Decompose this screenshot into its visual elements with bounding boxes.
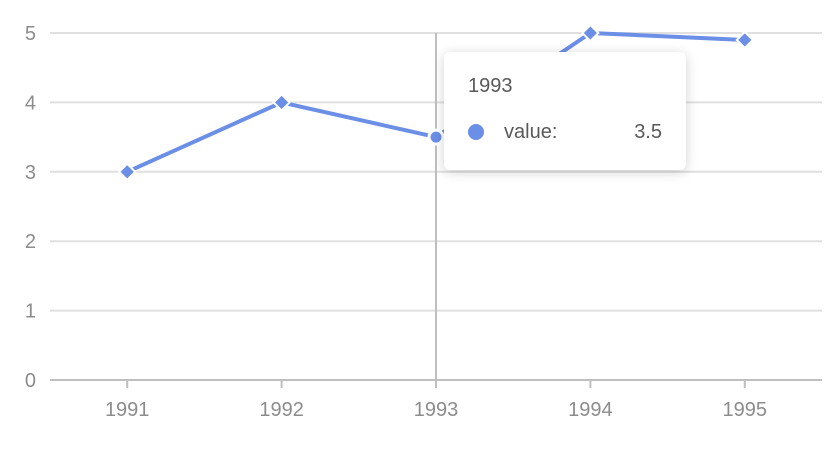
tooltip-marker-icon bbox=[468, 124, 484, 140]
x-tick-label: 1994 bbox=[568, 399, 613, 421]
y-axis: 0 1 2 3 4 5 bbox=[25, 23, 36, 392]
y-tick-label: 5 bbox=[25, 23, 36, 45]
data-point-active[interactable] bbox=[427, 128, 445, 146]
tooltip-title: 1993 bbox=[468, 75, 513, 97]
tooltip-row: value: 3.5 bbox=[468, 120, 662, 144]
tooltip-series-value: 3.5 bbox=[634, 121, 662, 143]
y-tick-label: 0 bbox=[25, 370, 36, 392]
tooltip-series-name: value: bbox=[504, 121, 558, 143]
y-tick-label: 4 bbox=[25, 92, 36, 114]
x-tick-label: 1995 bbox=[723, 399, 768, 421]
y-tick-label: 2 bbox=[25, 231, 36, 253]
x-tick-label: 1991 bbox=[105, 399, 150, 421]
data-point[interactable] bbox=[272, 92, 292, 112]
data-point[interactable] bbox=[580, 23, 600, 43]
x-axis: 1991 1992 1993 1994 1995 bbox=[105, 380, 767, 421]
series-value bbox=[117, 23, 755, 182]
data-point[interactable] bbox=[735, 30, 755, 50]
y-tick-label: 3 bbox=[25, 162, 36, 184]
x-tick-label: 1992 bbox=[259, 399, 304, 421]
data-point[interactable] bbox=[117, 162, 137, 182]
tooltip: 1993 value: 3.5 bbox=[444, 52, 686, 170]
y-tick-label: 1 bbox=[25, 301, 36, 323]
x-tick-label: 1993 bbox=[414, 399, 459, 421]
